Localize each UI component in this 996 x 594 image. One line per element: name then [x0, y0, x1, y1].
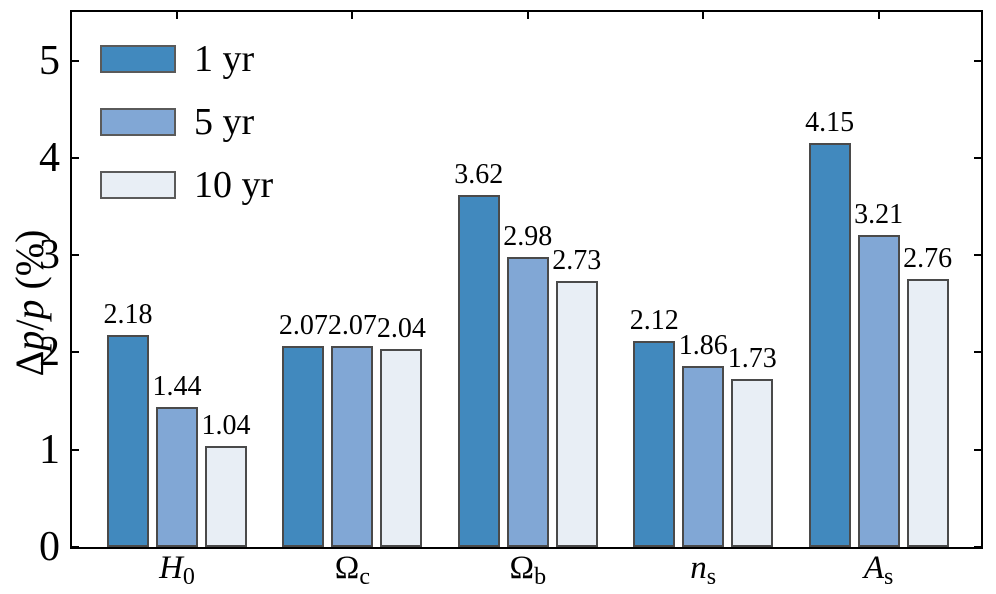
y-axis-tick-label: 1 — [39, 426, 60, 473]
legend-item: 1 yr — [100, 40, 273, 78]
bar-H0-5yr — [156, 406, 198, 547]
x-label-base: H — [159, 550, 183, 586]
bar-Ωc-5yr — [331, 345, 374, 547]
x-axis-category-label: H0 — [159, 550, 195, 590]
bar-Ωb-1yr — [457, 194, 500, 547]
y-axis-tick-left — [72, 156, 79, 159]
bar-value-label: 2.73 — [552, 245, 602, 277]
bar-value-label: 2.98 — [503, 221, 553, 253]
bar-As-1yr — [808, 143, 851, 547]
legend-label: 1 yr — [194, 38, 255, 80]
bar-value-label: 1.86 — [678, 330, 728, 362]
bar-ns-10yr — [731, 378, 774, 547]
y-axis-tick-right — [974, 156, 981, 159]
x-label-base: A — [863, 550, 885, 586]
bar-Ωb-5yr — [506, 257, 549, 547]
bar-ns-5yr — [682, 366, 725, 547]
bar-value-label: 1.73 — [727, 342, 777, 374]
x-axis-tick-top — [176, 12, 178, 19]
x-axis-category-label: ns — [690, 550, 717, 590]
y-axis-tick-label: 3 — [39, 232, 60, 279]
y-axis-tick-left — [72, 546, 79, 548]
plot-area: 2.18 2.07 3.62 2.12 4.15 1.44 2.07 2.98 1.86 3.21… — [70, 10, 983, 549]
bar-H0-10yr — [205, 445, 247, 547]
bar-value-label: 2.12 — [629, 304, 679, 336]
x-axis-category-label: Ωc — [334, 550, 370, 590]
legend-swatch — [100, 108, 176, 136]
bar-value-label: 1.44 — [152, 370, 202, 402]
x-label-base: n — [690, 550, 707, 586]
y-axis-label-part: p — [7, 299, 52, 320]
y-axis-tick-right — [974, 254, 981, 257]
x-label-subscript: 0 — [182, 564, 195, 590]
bar-value-label: 2.76 — [903, 242, 953, 274]
y-axis-tick-left — [72, 59, 79, 62]
y-axis-tick-label: 5 — [39, 37, 60, 84]
bars-layer — [72, 12, 981, 547]
legend-swatch — [100, 171, 176, 199]
legend-label: 5 yr — [194, 101, 255, 143]
x-axis-tick-top — [877, 12, 880, 19]
legend-item: 10 yr — [100, 166, 273, 204]
bar-As-10yr — [906, 278, 949, 547]
bar-value-label: 3.62 — [454, 158, 504, 190]
legend: 1 yr 5 yr 10 yr — [100, 40, 273, 204]
y-axis-tick-label: 2 — [39, 329, 60, 376]
y-axis-tick-left — [72, 351, 79, 354]
bar-value-label: 3.21 — [854, 198, 904, 230]
x-axis-tick-top — [526, 12, 529, 19]
bar-As-5yr — [857, 234, 900, 547]
x-label-base: Ω — [509, 550, 535, 586]
bar-value-label: 2.07 — [327, 309, 377, 341]
y-axis-tick-label: 0 — [39, 524, 60, 570]
x-axis-tick-top — [351, 12, 354, 19]
x-label-subscript: s — [884, 564, 894, 590]
x-axis-category-label: As — [863, 550, 894, 590]
x-label-subscript: s — [706, 564, 717, 590]
bar-value-label: 2.18 — [103, 298, 153, 330]
x-label-subscript: b — [534, 564, 547, 590]
legend-label: 10 yr — [194, 164, 274, 206]
x-axis-tick-top — [702, 12, 705, 19]
bar-value-label: 2.04 — [376, 312, 426, 344]
y-axis-tick-label: 4 — [39, 134, 60, 181]
legend-item: 5 yr — [100, 103, 273, 141]
y-axis-tick-left — [72, 254, 79, 257]
x-label-base: Ω — [334, 550, 360, 586]
y-axis-tick-right — [974, 59, 981, 62]
legend-swatch — [100, 45, 176, 73]
y-axis-tick-left — [72, 448, 79, 451]
bar-value-label: 2.07 — [278, 309, 328, 341]
y-axis-tick-right — [974, 351, 981, 354]
x-axis-category-label: Ωb — [509, 550, 547, 590]
y-axis-tick-right — [974, 546, 981, 548]
bar-Ωb-10yr — [555, 281, 598, 547]
bar-H0-1yr — [107, 334, 149, 547]
bar-Ωc-1yr — [282, 345, 325, 547]
y-axis-tick-right — [974, 448, 981, 451]
bar-Ωc-10yr — [380, 348, 423, 547]
x-label-subscript: c — [359, 564, 370, 590]
bar-value-label: 1.04 — [201, 409, 251, 441]
bar-value-labels-layer: 2.18 2.07 3.62 2.12 4.15 1.44 2.07 2.98 1.86 3.21… — [72, 12, 981, 547]
bar-value-label: 4.15 — [805, 107, 855, 139]
bar-ns-1yr — [633, 340, 676, 547]
